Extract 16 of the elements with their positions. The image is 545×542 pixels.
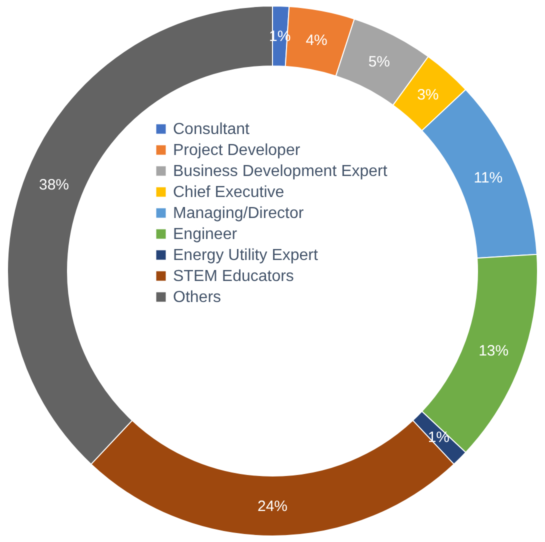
- legend-label: Consultant: [173, 121, 250, 138]
- data-label: 13%: [478, 342, 509, 360]
- legend-label: STEM Educators: [173, 268, 294, 285]
- data-label: 24%: [257, 498, 288, 515]
- data-label: 5%: [368, 54, 390, 71]
- legend-label: Business Development Expert: [173, 163, 388, 180]
- data-label: 38%: [38, 176, 70, 194]
- legend-label: Energy Utility Expert: [173, 247, 318, 264]
- data-label: 4%: [306, 32, 328, 50]
- legend-label: Project Developer: [173, 142, 301, 159]
- data-label: 3%: [417, 86, 439, 104]
- legend-label: Engineer: [173, 226, 238, 243]
- data-label: 11%: [474, 170, 503, 187]
- legend-label: Chief Executive: [173, 184, 284, 201]
- legend-label: Managing/Director: [173, 205, 304, 222]
- legend-label: Others: [173, 289, 222, 306]
